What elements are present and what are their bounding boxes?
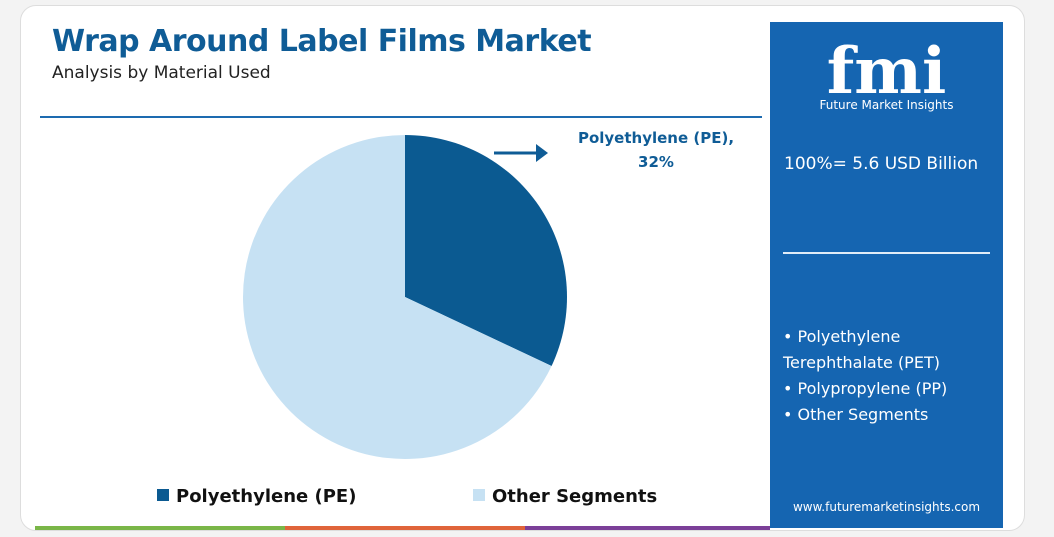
strip-green bbox=[35, 526, 285, 530]
value-label: Polyethylene (PE), 32% bbox=[577, 129, 735, 171]
strip-purple bbox=[525, 526, 770, 530]
chart-title: Wrap Around Label Films Market bbox=[52, 24, 592, 59]
total-label: 100%= 5.6 USD Billion bbox=[784, 154, 979, 174]
pie-slice bbox=[243, 135, 552, 459]
segment-item: Polyethylene Terephthalate (PET) bbox=[783, 324, 1003, 376]
pie-slice bbox=[405, 135, 567, 366]
color-strip bbox=[35, 526, 770, 530]
brand-name: Future Market Insights bbox=[819, 98, 954, 112]
side-panel: fmi Future Market Insights 100%= 5.6 USD… bbox=[770, 22, 1003, 528]
divider bbox=[783, 252, 990, 254]
legend-swatch bbox=[157, 489, 169, 501]
legend-label: Other Segments bbox=[492, 486, 657, 507]
website: www.futuremarketinsights.com bbox=[792, 500, 981, 514]
segment-item: Polypropylene (PP) bbox=[783, 376, 1003, 402]
segment-list: Polyethylene Terephthalate (PET) Polypro… bbox=[783, 324, 1003, 428]
strip-orange bbox=[285, 526, 525, 530]
segment-item: Other Segments bbox=[783, 402, 1003, 428]
divider bbox=[40, 116, 762, 118]
legend-swatch bbox=[473, 489, 485, 501]
legend-label: Polyethylene (PE) bbox=[176, 486, 356, 507]
arrow-head bbox=[536, 144, 548, 162]
chart-subtitle: Analysis by Material Used bbox=[52, 63, 271, 83]
logo: fmi bbox=[826, 34, 947, 109]
